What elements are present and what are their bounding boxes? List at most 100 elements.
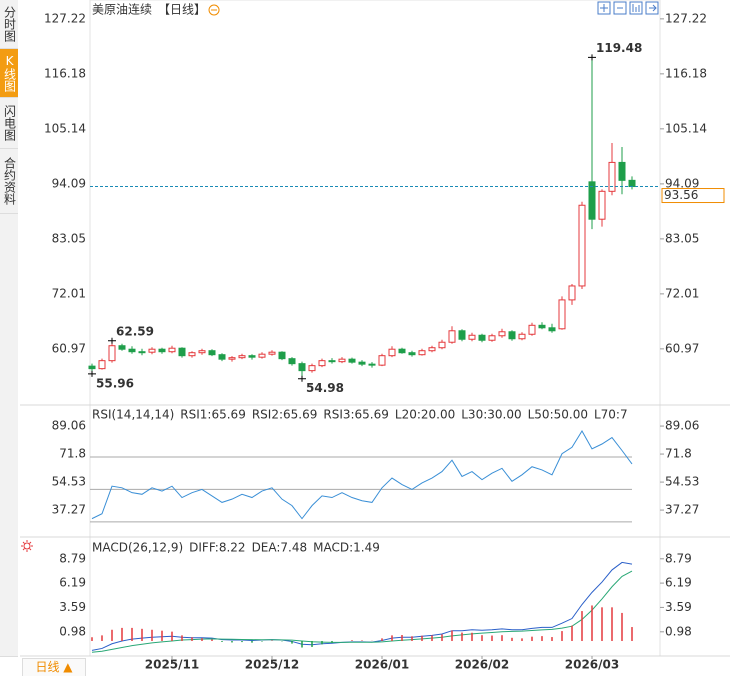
extreme-marker — [298, 375, 306, 382]
y-tick-label-right: 127.22 — [665, 11, 707, 25]
y-tick-label-right: 37.27 — [665, 503, 699, 517]
tab[interactable]: 合约资料 — [0, 149, 18, 214]
legend-label: RSI1:65.69 — [180, 408, 246, 422]
candle-body — [228, 357, 236, 360]
y-tick-label-right: 83.05 — [665, 231, 699, 245]
legend-label: DEA:7.48 — [252, 541, 308, 555]
icon-sun[interactable] — [23, 542, 31, 550]
icon-expand[interactable] — [597, 1, 611, 15]
candle-body — [558, 299, 566, 330]
y-tick-label: 94.09 — [52, 176, 86, 190]
tab[interactable]: 分时图 — [0, 0, 18, 49]
candle-body — [258, 353, 266, 358]
candle-body — [428, 347, 436, 352]
legend-label: L20:20.00 — [395, 408, 455, 422]
period-button[interactable]: 日线 ▲ — [22, 658, 86, 676]
candle-body — [498, 331, 506, 337]
candle-body — [88, 365, 96, 370]
candle-body — [278, 351, 286, 360]
y-tick-label-right: 72.01 — [665, 286, 699, 300]
tab-active[interactable]: K线图 — [0, 49, 18, 98]
candle-body — [378, 355, 386, 366]
tab-filler — [0, 214, 18, 657]
candle-body — [628, 179, 636, 188]
y-tick-label: 89.06 — [52, 419, 86, 433]
y-tick-label: 3.59 — [59, 600, 86, 614]
y-tick-label: 0.98 — [59, 624, 86, 638]
candle-body — [438, 341, 446, 349]
candle-body — [468, 334, 476, 340]
candle-body — [538, 324, 546, 329]
y-tick-label: 83.05 — [52, 231, 86, 245]
candle-body — [238, 355, 246, 359]
tab[interactable]: 闪电图 — [0, 98, 18, 149]
candle-body — [318, 360, 326, 367]
x-tick-label: 2026/02 — [455, 658, 509, 672]
candle-body — [158, 348, 166, 353]
candle-body — [98, 360, 106, 370]
candle-body — [118, 345, 126, 350]
candle-body — [168, 347, 176, 353]
candle-body — [578, 204, 586, 287]
extreme-marker — [588, 54, 596, 61]
candle-body — [588, 181, 596, 220]
legend-label: RSI(14,14,14) — [92, 408, 174, 422]
y-tick-label: 8.79 — [59, 551, 86, 565]
candle-body — [418, 350, 426, 356]
candle-body — [198, 350, 206, 354]
macd-settings-icon[interactable] — [21, 540, 33, 552]
candle-body — [368, 363, 376, 366]
legend-label: DIFF:8.22 — [189, 541, 245, 555]
extreme-label: 62.59 — [116, 324, 154, 338]
candle-body — [268, 351, 276, 355]
candle-body — [528, 324, 536, 335]
rsi-line — [91, 430, 633, 520]
candle-body — [608, 161, 616, 192]
candle-body — [328, 360, 336, 363]
candle-body — [338, 358, 346, 363]
y-tick-label: 37.27 — [52, 503, 86, 517]
candle-body — [148, 348, 156, 353]
icon-draw[interactable] — [629, 1, 643, 15]
legend-label: MACD:1.49 — [313, 541, 380, 555]
y-tick-label: 105.14 — [44, 121, 86, 135]
candle-body — [518, 333, 526, 340]
y-tick-label-right: 8.79 — [665, 551, 692, 565]
candle-body — [138, 351, 146, 354]
candle-body — [458, 330, 466, 340]
zoom-out-icon[interactable] — [208, 4, 220, 16]
candle-body — [248, 355, 256, 358]
candle-body — [568, 285, 576, 301]
icon-draw-glyph — [632, 4, 640, 12]
y-tick-label: 6.19 — [59, 576, 86, 590]
y-tick-label-right: 105.14 — [665, 121, 707, 135]
candle-body — [398, 348, 406, 354]
extreme-label: 55.96 — [96, 376, 134, 390]
y-tick-label-right: 54.53 — [665, 475, 699, 489]
candle-body — [178, 347, 186, 357]
candle-body — [618, 161, 626, 181]
icon-exit-glyph — [649, 4, 657, 12]
icon-sun-rays — [21, 540, 33, 552]
candle-body — [188, 352, 196, 357]
extreme-marker — [88, 370, 96, 377]
legend-label: L70:7 — [594, 408, 628, 422]
y-tick-label: 71.8 — [59, 447, 86, 461]
icon-exit[interactable] — [645, 1, 659, 15]
icon-shrink[interactable] — [613, 1, 627, 15]
extreme-marker — [108, 337, 116, 344]
x-tick-label: 2025/12 — [245, 658, 299, 672]
toolbar-icons[interactable] — [597, 1, 659, 15]
icon-expand-glyph — [600, 4, 608, 12]
extreme-label: 54.98 — [306, 381, 344, 395]
y-tick-label-right: 116.18 — [665, 66, 707, 80]
last-price-label: 93.56 — [664, 188, 698, 202]
y-tick-label: 127.22 — [44, 11, 86, 25]
candle-body — [348, 358, 356, 363]
candle-body — [108, 345, 116, 362]
legend-label: 美原油连续 — [92, 2, 152, 17]
y-tick-label: 116.18 — [44, 66, 86, 80]
candle-body — [448, 330, 456, 343]
candle-body — [548, 327, 556, 332]
